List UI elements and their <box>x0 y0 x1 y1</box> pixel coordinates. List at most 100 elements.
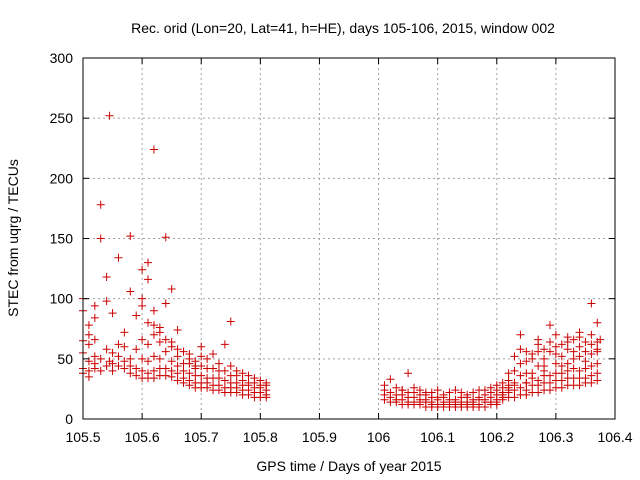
data-point <box>510 352 519 361</box>
data-point <box>102 297 111 306</box>
data-point <box>516 371 525 380</box>
data-point <box>445 388 454 397</box>
data-point <box>96 366 105 375</box>
data-point <box>545 321 554 330</box>
data-point <box>563 345 572 354</box>
data-point <box>593 345 602 354</box>
data-point <box>593 359 602 368</box>
grid-lines <box>83 58 615 419</box>
data-point <box>179 347 188 356</box>
data-point <box>132 311 141 320</box>
data-point <box>516 330 525 339</box>
data-point <box>563 359 572 368</box>
data-point <box>439 390 448 399</box>
data-point <box>126 232 135 241</box>
data-point <box>173 376 182 385</box>
data-point <box>173 362 182 371</box>
data-point <box>226 317 235 326</box>
data-point <box>108 309 117 318</box>
x-axis-tick-labels: 105.5 105.6 105.7 105.8 105.9 106 106.1 106.2 10… <box>65 429 632 445</box>
data-point <box>161 335 170 344</box>
data-point <box>545 378 554 387</box>
x-tick-label: 105.7 <box>184 429 219 445</box>
data-point <box>575 352 584 361</box>
data-point <box>173 325 182 334</box>
data-point <box>557 383 566 392</box>
data-point <box>120 364 129 373</box>
data-point <box>155 323 164 332</box>
data-points <box>79 111 605 411</box>
data-point <box>516 345 525 354</box>
data-point <box>475 393 484 402</box>
data-point <box>173 352 182 361</box>
data-point <box>516 383 525 392</box>
data-point <box>551 359 560 368</box>
data-point <box>575 381 584 390</box>
data-point <box>238 376 247 385</box>
data-point <box>167 337 176 346</box>
data-point <box>469 388 478 397</box>
data-point <box>510 366 519 375</box>
chart-title: Rec. orid (Lon=20, Lat=41, h=HE), days 1… <box>131 20 555 36</box>
data-point <box>197 342 206 351</box>
data-point <box>90 352 99 361</box>
data-point <box>451 386 460 395</box>
data-point <box>167 357 176 366</box>
data-point <box>149 145 158 154</box>
data-point <box>96 354 105 363</box>
data-point <box>581 364 590 373</box>
data-point <box>114 340 123 349</box>
data-point <box>155 337 164 346</box>
data-point <box>161 364 170 373</box>
data-point <box>132 371 141 380</box>
data-point <box>102 362 111 371</box>
data-point <box>167 366 176 375</box>
data-point <box>173 345 182 354</box>
data-point <box>596 335 605 344</box>
data-point <box>575 328 584 337</box>
data-point <box>516 359 525 368</box>
y-tick-label: 50 <box>57 351 73 367</box>
data-point <box>581 357 590 366</box>
data-point <box>155 354 164 363</box>
data-point <box>569 335 578 344</box>
data-point <box>522 357 531 366</box>
data-point <box>185 376 194 385</box>
data-point <box>209 364 218 373</box>
data-point <box>587 350 596 359</box>
data-point <box>398 386 407 395</box>
data-point <box>575 342 584 351</box>
data-point <box>557 376 566 385</box>
data-point <box>581 337 590 346</box>
data-point <box>179 366 188 375</box>
data-point <box>96 234 105 243</box>
data-point <box>581 347 590 356</box>
data-point <box>226 362 235 371</box>
data-point <box>120 328 129 337</box>
data-point <box>144 340 153 349</box>
data-point <box>551 342 560 351</box>
data-point <box>84 321 93 330</box>
data-point <box>214 359 223 368</box>
data-point <box>587 378 596 387</box>
data-point <box>144 275 153 284</box>
data-point <box>587 362 596 371</box>
data-point <box>545 347 554 356</box>
data-point <box>179 374 188 383</box>
data-point <box>498 390 507 399</box>
data-point <box>386 388 395 397</box>
data-point <box>144 357 153 366</box>
data-point <box>161 299 170 308</box>
data-point <box>433 386 442 395</box>
data-point <box>138 294 147 303</box>
data-point <box>581 374 590 383</box>
data-point <box>144 258 153 267</box>
data-point <box>108 359 117 368</box>
data-point <box>138 354 147 363</box>
x-tick-label: 106.4 <box>597 429 632 445</box>
data-point <box>232 378 241 387</box>
data-point <box>534 388 543 397</box>
y-tick-label: 200 <box>50 170 74 186</box>
data-point <box>545 371 554 380</box>
